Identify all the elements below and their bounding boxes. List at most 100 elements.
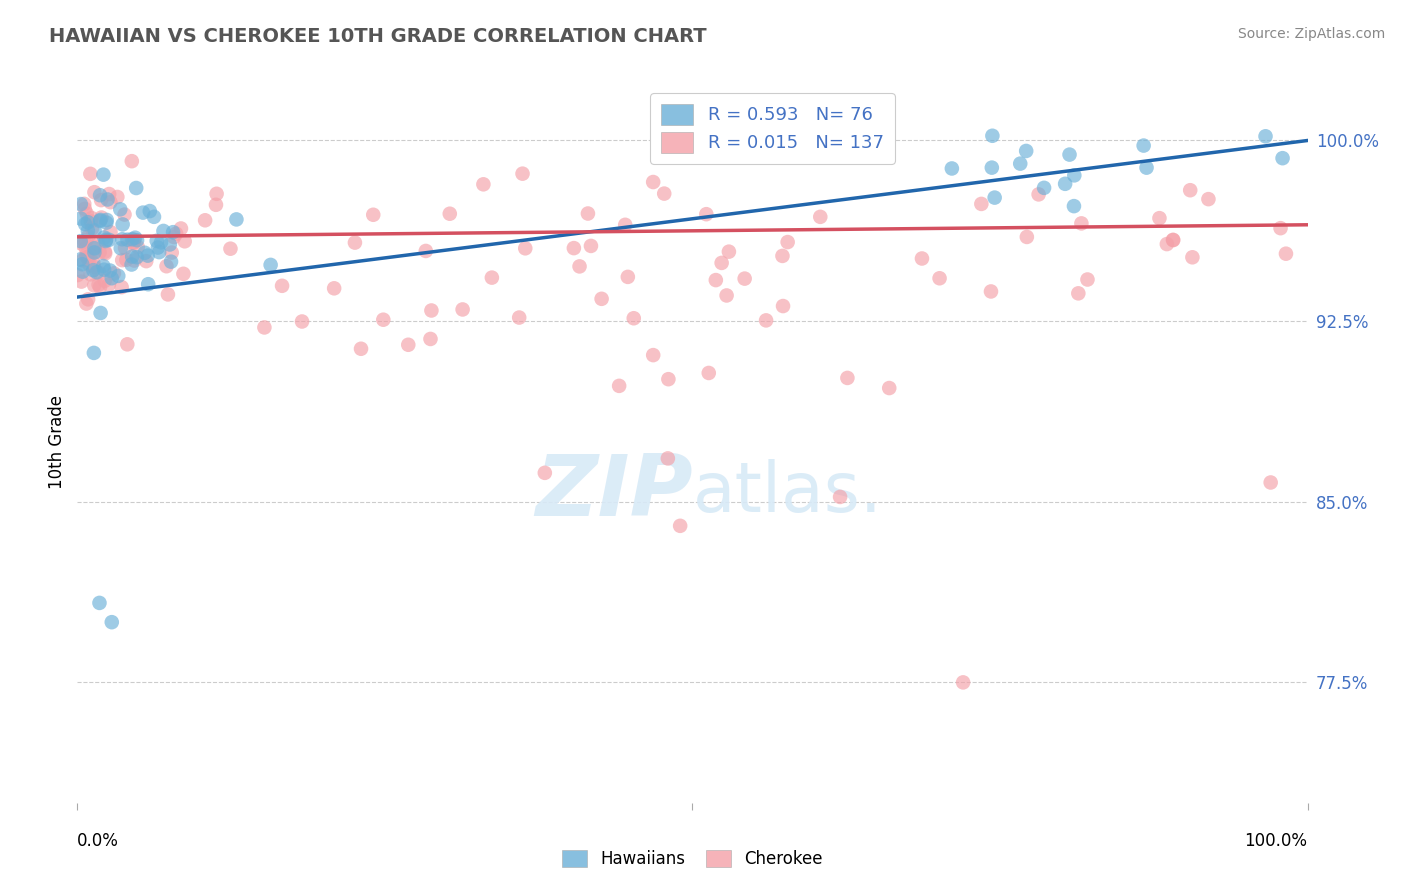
- Point: [73, 202, 96, 216]
- Point: [952, 675, 974, 690]
- Point: [163, 230, 186, 244]
- Legend: Hawaiians, Cherokee: Hawaiians, Cherokee: [555, 844, 830, 875]
- Point: [1270, 221, 1292, 235]
- Point: [568, 260, 591, 274]
- Point: [808, 210, 831, 224]
- Point: [1271, 151, 1294, 165]
- Point: [323, 281, 346, 295]
- Point: [83, 223, 105, 237]
- Point: [87, 277, 110, 292]
- Point: [83, 278, 105, 293]
- Point: [983, 191, 1005, 205]
- Point: [576, 206, 599, 220]
- Point: [132, 205, 155, 219]
- Point: [66, 268, 89, 282]
- Point: [205, 198, 228, 212]
- Point: [1063, 169, 1085, 183]
- Point: [591, 292, 613, 306]
- Point: [77, 224, 100, 238]
- Point: [1054, 177, 1077, 191]
- Point: [697, 366, 720, 380]
- Point: [1260, 475, 1282, 490]
- Point: [69, 211, 91, 226]
- Point: [73, 235, 96, 249]
- Point: [271, 278, 294, 293]
- Point: [80, 211, 103, 226]
- Text: Source: ZipAtlas.com: Source: ZipAtlas.com: [1237, 27, 1385, 41]
- Point: [415, 244, 437, 258]
- Point: [122, 235, 145, 250]
- Point: [451, 302, 474, 317]
- Point: [981, 128, 1004, 143]
- Point: [205, 186, 228, 201]
- Point: [980, 161, 1002, 175]
- Point: [75, 217, 97, 231]
- Point: [83, 245, 105, 260]
- Point: [93, 262, 115, 277]
- Point: [143, 210, 166, 224]
- Point: [101, 615, 124, 629]
- Point: [98, 233, 121, 247]
- Point: [70, 257, 93, 271]
- Point: [772, 299, 794, 313]
- Point: [121, 154, 143, 169]
- Point: [125, 250, 148, 264]
- Point: [159, 237, 181, 252]
- Point: [82, 256, 104, 270]
- Point: [1059, 147, 1081, 161]
- Point: [350, 342, 373, 356]
- Point: [225, 212, 247, 227]
- Point: [170, 221, 193, 235]
- Point: [79, 248, 101, 262]
- Point: [125, 181, 148, 195]
- Point: [755, 313, 778, 327]
- Point: [127, 240, 149, 254]
- Point: [1028, 187, 1050, 202]
- Point: [1197, 192, 1219, 206]
- Point: [77, 229, 100, 244]
- Point: [877, 381, 900, 395]
- Point: [343, 235, 366, 250]
- Point: [76, 215, 98, 229]
- Point: [122, 253, 145, 268]
- Point: [1135, 161, 1157, 175]
- Point: [121, 232, 143, 246]
- Point: [657, 372, 679, 386]
- Point: [1063, 199, 1085, 213]
- Point: [643, 175, 665, 189]
- Point: [77, 293, 100, 307]
- Point: [100, 195, 122, 210]
- Point: [96, 213, 118, 227]
- Point: [100, 225, 122, 239]
- Point: [970, 197, 993, 211]
- Point: [420, 303, 443, 318]
- Point: [75, 296, 97, 310]
- Point: [219, 242, 242, 256]
- Point: [75, 234, 97, 248]
- Point: [134, 245, 156, 260]
- Point: [111, 280, 134, 294]
- Point: [97, 277, 120, 292]
- Point: [117, 233, 139, 247]
- Point: [111, 253, 134, 268]
- Point: [710, 256, 733, 270]
- Point: [1161, 233, 1184, 247]
- Point: [148, 245, 170, 260]
- Point: [508, 310, 530, 325]
- Point: [86, 265, 108, 279]
- Point: [75, 241, 97, 255]
- Point: [89, 214, 111, 228]
- Point: [89, 266, 111, 280]
- Point: [83, 239, 105, 253]
- Point: [79, 268, 101, 282]
- Point: [110, 241, 132, 255]
- Point: [125, 233, 148, 247]
- Point: [86, 237, 108, 252]
- Point: [94, 244, 117, 259]
- Point: [772, 249, 794, 263]
- Text: 100.0%: 100.0%: [1244, 831, 1308, 850]
- Point: [472, 178, 495, 192]
- Point: [980, 285, 1002, 299]
- Point: [70, 275, 93, 289]
- Point: [156, 287, 179, 301]
